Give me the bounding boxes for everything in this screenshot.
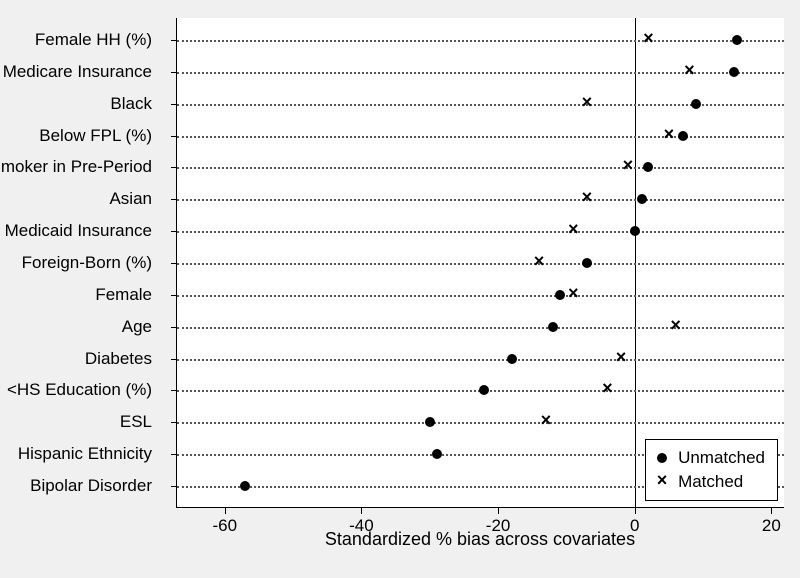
unmatched-marker: [732, 35, 742, 45]
legend-label: Matched: [678, 472, 743, 492]
legend-cross-icon: ×: [654, 475, 670, 489]
x-tick: [498, 508, 499, 514]
unmatched-marker: [507, 354, 517, 364]
y-tick: [171, 263, 177, 264]
row-guide: [177, 40, 784, 42]
matched-marker: ×: [621, 160, 635, 174]
unmatched-marker: [643, 162, 653, 172]
row-guide: [177, 359, 784, 361]
y-tick: [171, 359, 177, 360]
matched-marker: ×: [600, 383, 614, 397]
y-category-label: Female: [0, 285, 152, 305]
row-guide: [177, 199, 784, 201]
matched-marker: ×: [580, 97, 594, 111]
y-category-label: Bipolar Disorder: [0, 476, 152, 496]
y-category-label: Medicaid Insurance: [0, 221, 152, 241]
y-category-label: Asian: [0, 189, 152, 209]
y-tick: [171, 72, 177, 73]
matched-marker: ×: [662, 129, 676, 143]
legend-item: Unmatched: [654, 446, 765, 470]
y-category-label: Hispanic Ethnicity: [0, 444, 152, 464]
y-category-label: Age: [0, 317, 152, 337]
x-tick: [771, 508, 772, 514]
y-category-label: Smoker in Pre-Period: [0, 157, 152, 177]
y-tick: [171, 295, 177, 296]
legend: Unmatched × Matched: [645, 439, 778, 501]
unmatched-marker: [637, 194, 647, 204]
unmatched-marker: [582, 258, 592, 268]
y-tick: [171, 454, 177, 455]
unmatched-marker: [432, 449, 442, 459]
matched-marker: ×: [614, 352, 628, 366]
x-axis-title: Standardized % bias across covariates: [176, 529, 784, 550]
legend-label: Unmatched: [678, 448, 765, 468]
y-category-label: Female HH (%): [0, 30, 152, 50]
y-tick: [171, 136, 177, 137]
y-tick: [171, 390, 177, 391]
matched-marker: ×: [539, 415, 553, 429]
row-guide: [177, 422, 784, 424]
unmatched-marker: [630, 226, 640, 236]
matched-marker: ×: [532, 256, 546, 270]
unmatched-marker: [240, 481, 250, 491]
matched-marker: ×: [641, 33, 655, 47]
y-category-label: ESL: [0, 412, 152, 432]
y-tick: [171, 486, 177, 487]
y-category-label: Medicare Insurance: [0, 62, 152, 82]
row-guide: [177, 231, 784, 233]
matched-marker: ×: [580, 192, 594, 206]
x-tick: [225, 508, 226, 514]
unmatched-marker: [555, 290, 565, 300]
y-tick: [171, 40, 177, 41]
unmatched-marker: [425, 417, 435, 427]
y-tick: [171, 167, 177, 168]
plot-area: -60-40-20020×××××××××××××Unmatched×Match…: [176, 18, 784, 508]
y-tick: [171, 231, 177, 232]
unmatched-marker: [729, 67, 739, 77]
row-guide: [177, 136, 784, 138]
row-guide: [177, 295, 784, 297]
legend-item: × Matched: [654, 470, 765, 494]
x-tick: [361, 508, 362, 514]
y-category-label: Black: [0, 94, 152, 114]
matched-marker: ×: [669, 320, 683, 334]
matched-marker: ×: [566, 224, 580, 238]
y-category-label: Foreign-Born (%): [0, 253, 152, 273]
unmatched-marker: [479, 385, 489, 395]
row-guide: [177, 167, 784, 169]
chart-frame: -60-40-20020×××××××××××××Unmatched×Match…: [6, 6, 794, 572]
row-guide: [177, 263, 784, 265]
unmatched-marker: [691, 99, 701, 109]
matched-marker: ×: [566, 288, 580, 302]
y-tick: [171, 199, 177, 200]
y-tick: [171, 327, 177, 328]
unmatched-marker: [678, 131, 688, 141]
row-guide: [177, 327, 784, 329]
legend-dot-icon: [654, 448, 670, 468]
matched-marker: ×: [682, 65, 696, 79]
x-tick: [635, 508, 636, 514]
y-category-label: <HS Education (%): [0, 380, 152, 400]
y-tick: [171, 422, 177, 423]
y-category-label: Diabetes: [0, 349, 152, 369]
y-category-label: Below FPL (%): [0, 126, 152, 146]
unmatched-marker: [548, 322, 558, 332]
y-tick: [171, 104, 177, 105]
